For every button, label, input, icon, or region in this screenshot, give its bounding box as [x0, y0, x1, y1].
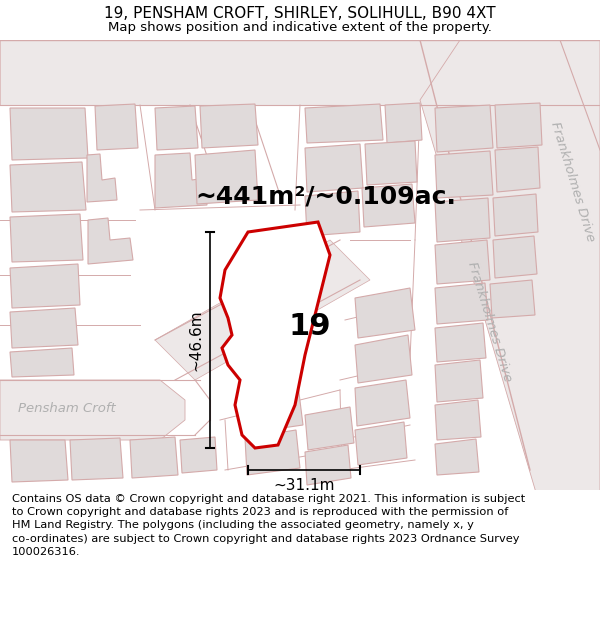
Text: Frankholmes Drive: Frankholmes Drive [465, 260, 514, 383]
Polygon shape [10, 308, 78, 348]
Polygon shape [385, 103, 422, 143]
Polygon shape [10, 264, 80, 308]
Polygon shape [435, 360, 483, 402]
Polygon shape [10, 162, 86, 212]
Polygon shape [420, 40, 600, 540]
Polygon shape [493, 236, 537, 278]
Polygon shape [435, 151, 493, 198]
Polygon shape [10, 214, 83, 262]
Polygon shape [0, 40, 600, 105]
Polygon shape [435, 439, 479, 475]
Polygon shape [155, 106, 198, 150]
Text: 19: 19 [289, 312, 331, 341]
Polygon shape [130, 437, 178, 478]
Polygon shape [493, 194, 538, 236]
Text: Frankholmes Drive: Frankholmes Drive [548, 120, 597, 243]
Polygon shape [305, 445, 351, 485]
Text: ~441m²/~0.109ac.: ~441m²/~0.109ac. [195, 184, 456, 208]
Polygon shape [435, 323, 486, 362]
Text: Map shows position and indicative extent of the property.: Map shows position and indicative extent… [108, 21, 492, 34]
Polygon shape [495, 147, 540, 192]
Polygon shape [355, 380, 410, 426]
Polygon shape [70, 438, 123, 480]
Polygon shape [355, 422, 407, 465]
Polygon shape [245, 385, 303, 433]
Polygon shape [0, 380, 185, 440]
Polygon shape [95, 104, 138, 150]
Polygon shape [490, 280, 535, 318]
Polygon shape [155, 153, 207, 208]
Text: 19, PENSHAM CROFT, SHIRLEY, SOLIHULL, B90 4XT: 19, PENSHAM CROFT, SHIRLEY, SOLIHULL, B9… [104, 6, 496, 21]
Polygon shape [88, 218, 133, 264]
Polygon shape [435, 105, 493, 152]
Polygon shape [305, 191, 360, 236]
Polygon shape [155, 240, 370, 380]
Polygon shape [305, 104, 383, 143]
Polygon shape [305, 407, 354, 450]
Polygon shape [435, 240, 490, 284]
Text: ~31.1m: ~31.1m [273, 479, 335, 494]
Polygon shape [220, 222, 330, 448]
Polygon shape [10, 440, 68, 482]
Polygon shape [435, 283, 488, 324]
Text: Pensham Croft: Pensham Croft [18, 402, 116, 415]
Polygon shape [435, 198, 490, 242]
Polygon shape [10, 348, 74, 377]
Polygon shape [435, 400, 481, 440]
Polygon shape [87, 154, 117, 202]
Polygon shape [355, 335, 412, 383]
Text: Contains OS data © Crown copyright and database right 2021. This information is : Contains OS data © Crown copyright and d… [12, 494, 525, 557]
Polygon shape [195, 150, 258, 204]
Polygon shape [362, 184, 415, 227]
Polygon shape [180, 437, 217, 473]
Polygon shape [355, 288, 415, 338]
Polygon shape [200, 104, 258, 148]
Polygon shape [495, 103, 542, 148]
Polygon shape [305, 144, 363, 192]
Text: ~46.6m: ~46.6m [188, 309, 203, 371]
Polygon shape [10, 108, 88, 160]
Polygon shape [245, 430, 300, 475]
Polygon shape [365, 141, 417, 185]
